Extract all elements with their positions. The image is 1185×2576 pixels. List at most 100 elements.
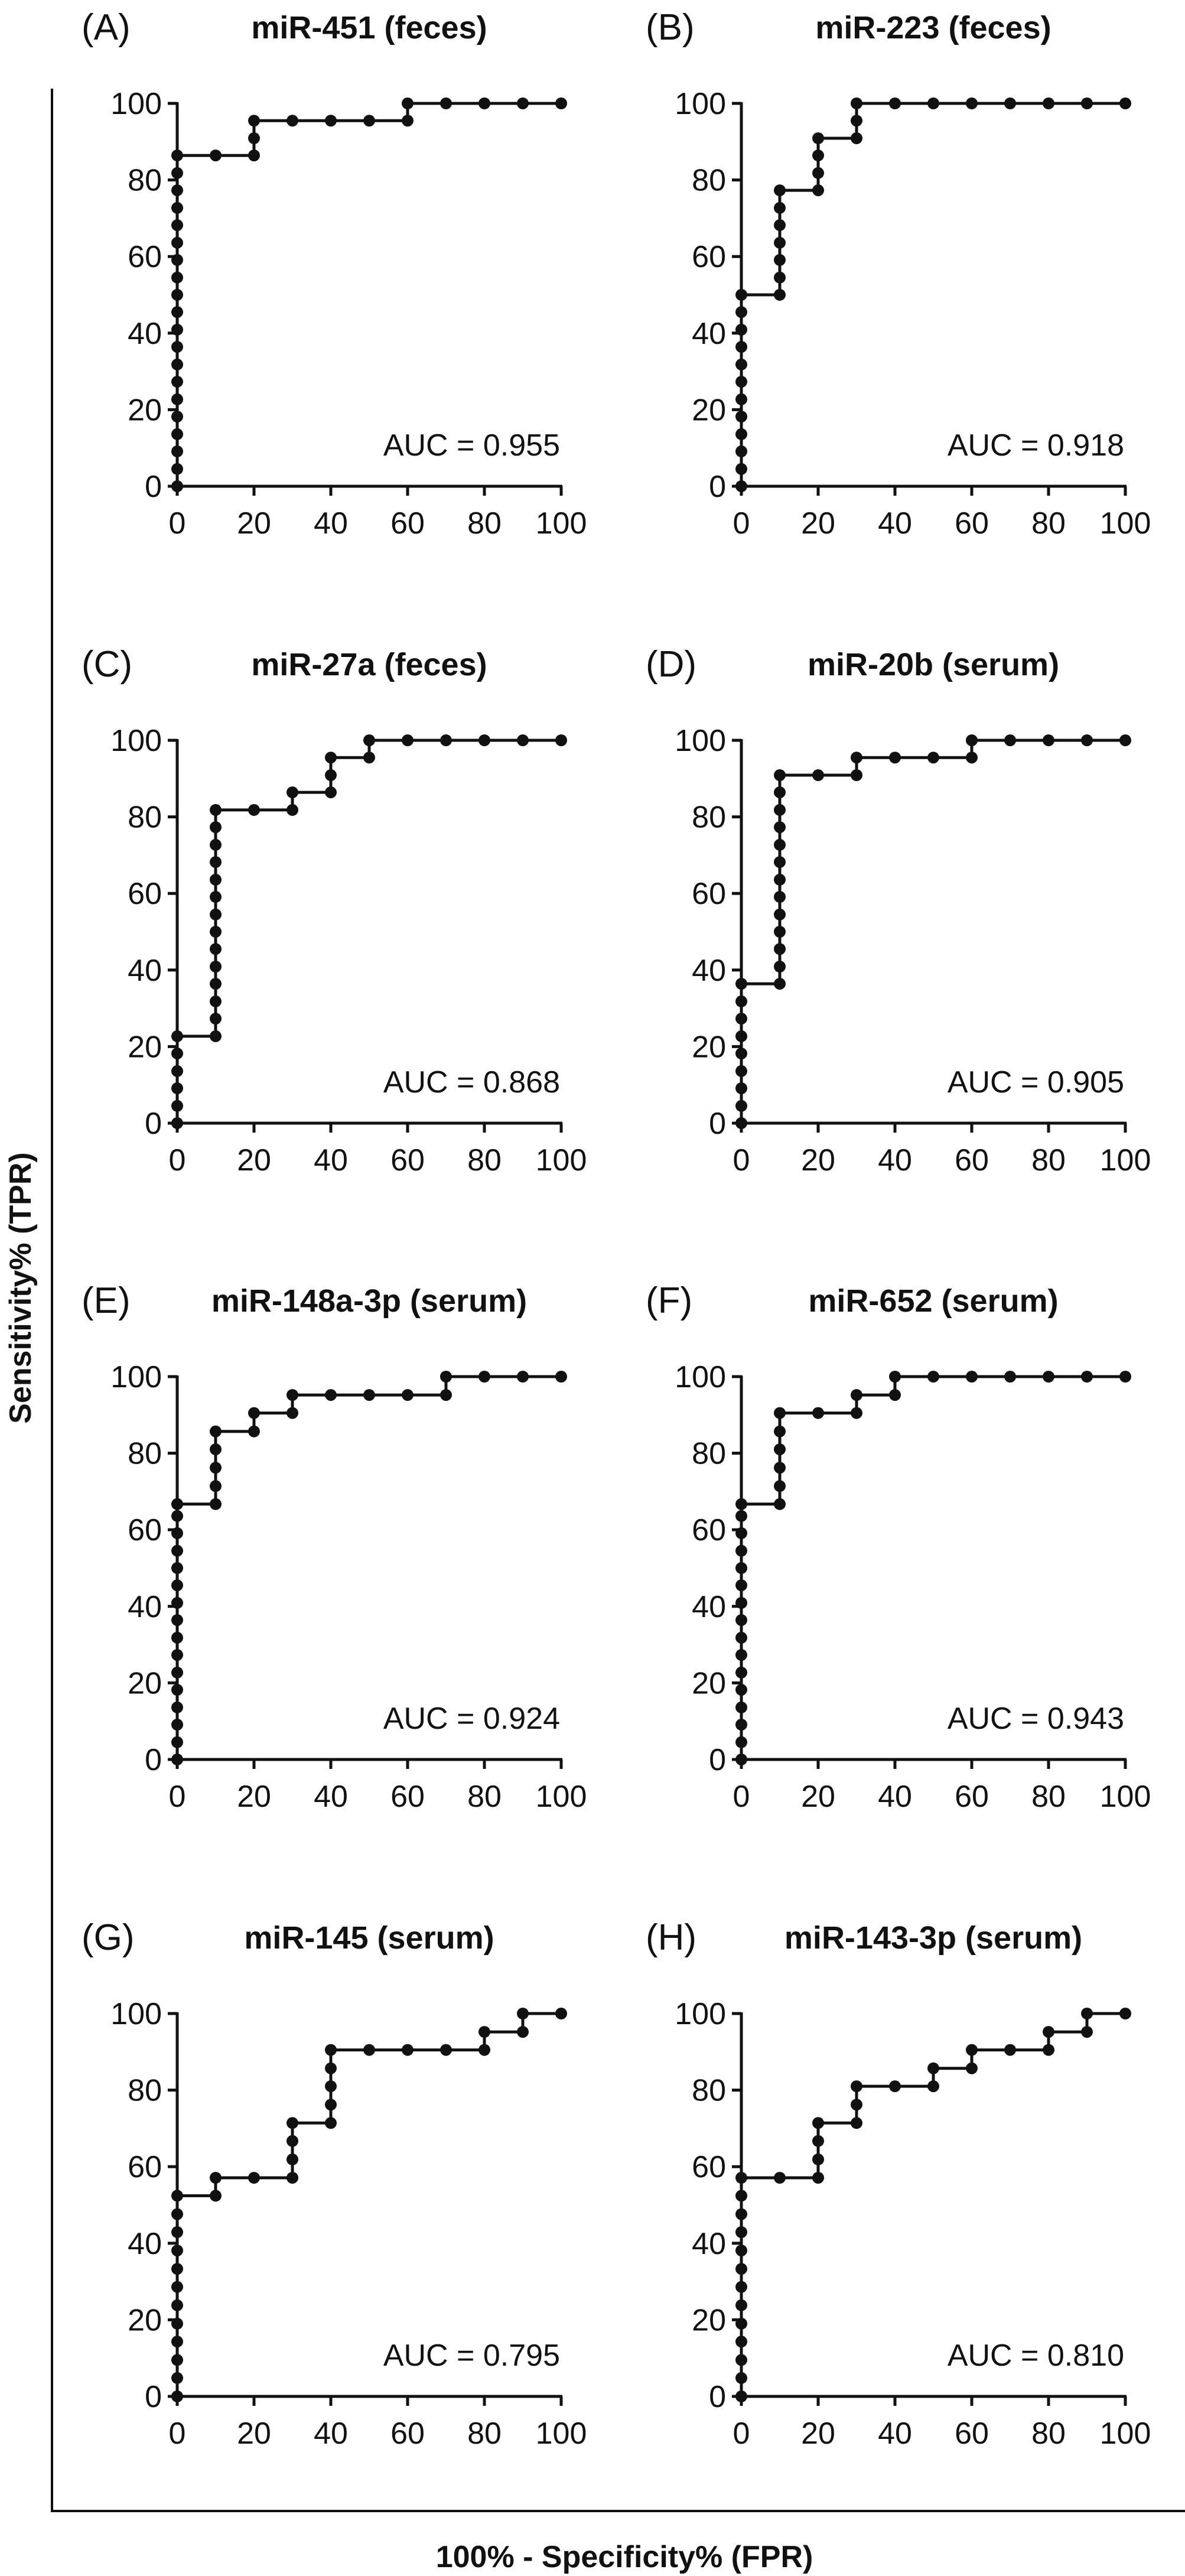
data-point (735, 978, 747, 990)
panel-title: miR-27a (feces) (251, 647, 487, 682)
data-point (774, 873, 786, 886)
x-tick-label: 60 (955, 1143, 989, 1178)
data-point (927, 752, 939, 764)
x-tick-label: 80 (467, 1780, 502, 1814)
data-point (287, 2117, 298, 2129)
data-point (774, 786, 786, 799)
data-point (735, 1631, 747, 1644)
data-point (402, 115, 414, 127)
data-point (1043, 2044, 1054, 2056)
data-point (363, 734, 375, 746)
data-point (735, 1562, 747, 1574)
panel-title: miR-652 (serum) (808, 1283, 1058, 1319)
data-point (171, 411, 183, 423)
y-tick-label: 80 (128, 1437, 162, 1471)
x-tick-label: 100 (536, 1780, 587, 1814)
data-point (774, 943, 786, 955)
y-tick-label: 0 (709, 470, 726, 504)
data-point (440, 1371, 452, 1383)
data-point (210, 1498, 222, 1510)
data-point (735, 2245, 747, 2257)
data-point (735, 2390, 747, 2402)
auc-label: AUC = 0.955 (383, 428, 560, 463)
y-tick-label: 20 (128, 393, 162, 427)
data-point (478, 2026, 490, 2038)
x-tick-label: 80 (1031, 2416, 1066, 2451)
data-point (1043, 1371, 1054, 1383)
data-point (478, 97, 490, 109)
x-tick-label: 0 (733, 1780, 750, 1814)
panel-title: miR-223 (feces) (815, 10, 1051, 45)
data-point (171, 149, 183, 162)
data-point (171, 236, 183, 249)
data-point (555, 2008, 567, 2019)
data-point (287, 115, 298, 127)
data-point (735, 1117, 747, 1129)
y-tick-label: 100 (675, 1360, 726, 1394)
data-point (210, 926, 222, 938)
data-point (248, 115, 260, 127)
data-point (210, 2172, 222, 2184)
roc-panel: (A) miR-451 (feces) 0 20 40 60 80 100 0 20 40 60 80 1… (82, 7, 587, 541)
auc-label: AUC = 0.905 (948, 1065, 1124, 1100)
data-point (171, 445, 183, 457)
data-point (774, 289, 786, 301)
x-tick-label: 100 (1100, 1780, 1151, 1814)
data-point (248, 2172, 260, 2184)
y-tick-label: 60 (128, 877, 162, 911)
data-point (851, 132, 862, 144)
data-point (171, 1684, 183, 1696)
data-point (1119, 2008, 1131, 2019)
data-point (735, 324, 747, 336)
data-point (735, 2263, 747, 2275)
y-tick-label: 0 (709, 1743, 726, 1777)
data-point (171, 1562, 183, 1574)
y-tick-label: 80 (692, 1437, 726, 1471)
roc-panel: (D) miR-20b (serum) 0 20 40 60 80 100 0 20 40 60 80 1… (646, 644, 1151, 1178)
data-point (774, 1480, 786, 1492)
data-point (402, 2044, 414, 2056)
data-point (171, 1527, 183, 1539)
data-point (735, 463, 747, 475)
data-point (517, 734, 529, 746)
data-point (440, 97, 452, 109)
y-tick-label: 60 (128, 1513, 162, 1547)
data-point (774, 1498, 786, 1510)
data-point (735, 1754, 747, 1765)
data-point (774, 271, 786, 284)
data-point (1119, 97, 1131, 109)
x-tick-label: 100 (1100, 506, 1151, 541)
data-point (812, 2153, 824, 2165)
data-point (851, 1389, 862, 1401)
data-point (735, 306, 747, 318)
data-point (735, 2299, 747, 2311)
data-point (171, 2190, 183, 2202)
y-tick-label: 80 (692, 2074, 726, 2108)
data-point (812, 2172, 824, 2184)
y-tick-label: 40 (128, 1590, 162, 1624)
data-point (774, 201, 786, 214)
x-tick-label: 100 (536, 2416, 587, 2451)
y-tick-label: 100 (675, 724, 726, 758)
data-point (171, 1719, 183, 1731)
data-point (1081, 2026, 1093, 2038)
x-tick-label: 100 (1100, 2416, 1151, 2451)
y-tick-label: 80 (692, 164, 726, 198)
data-point (735, 1666, 747, 1679)
x-tick-label: 0 (733, 2416, 750, 2451)
data-point (171, 2336, 183, 2348)
y-tick-label: 0 (145, 1743, 162, 1777)
data-point (812, 132, 824, 144)
data-point (1004, 2044, 1016, 2056)
y-tick-label: 40 (692, 317, 726, 351)
y-tick-label: 60 (128, 2150, 162, 2184)
data-point (210, 908, 222, 921)
data-point (171, 1631, 183, 1644)
data-point (735, 1544, 747, 1557)
data-point (171, 376, 183, 388)
data-point (402, 734, 414, 746)
data-point (774, 1407, 786, 1419)
data-point (735, 1736, 747, 1748)
data-point (1043, 734, 1054, 746)
